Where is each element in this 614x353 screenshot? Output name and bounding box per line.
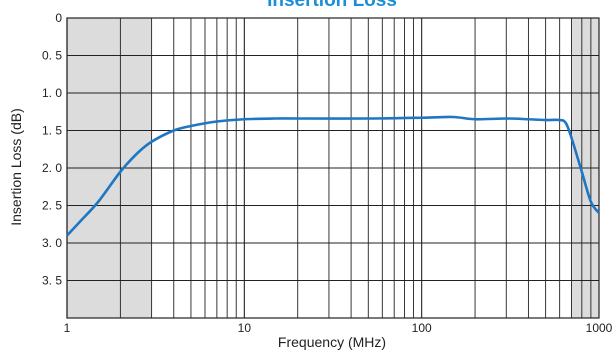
grid <box>66 17 600 319</box>
chart-title: Insertion Loss <box>267 0 397 11</box>
y-tick-label: 3. 5 <box>42 274 62 288</box>
y-tick-label: 0. 5 <box>42 49 62 63</box>
x-tick-label: 100 <box>412 321 432 335</box>
y-tick-label: 0 <box>55 11 62 25</box>
x-tick-label: 10 <box>238 321 252 335</box>
series <box>66 115 601 237</box>
x-tick-label: 1000 <box>586 321 613 335</box>
x-tick-label: 1 <box>64 321 71 335</box>
tick-labels: 1 10 100 1000 0 0. 5 1. 0 1. 5 2. 0 2. 5 3. 0 3. 5 <box>42 11 613 335</box>
plot-frame <box>66 17 600 319</box>
x-axis-label: Frequency (MHz) <box>278 334 386 350</box>
series-line-0 <box>66 115 601 237</box>
y-tick-label: 1. 0 <box>42 86 62 100</box>
y-tick-label: 2. 0 <box>42 161 62 175</box>
y-axis-label: Insertion Loss (dB) <box>8 108 24 226</box>
y-tick-label: 2. 5 <box>42 199 62 213</box>
y-tick-label: 3. 0 <box>42 236 62 250</box>
y-tick-label: 1. 5 <box>42 124 62 138</box>
